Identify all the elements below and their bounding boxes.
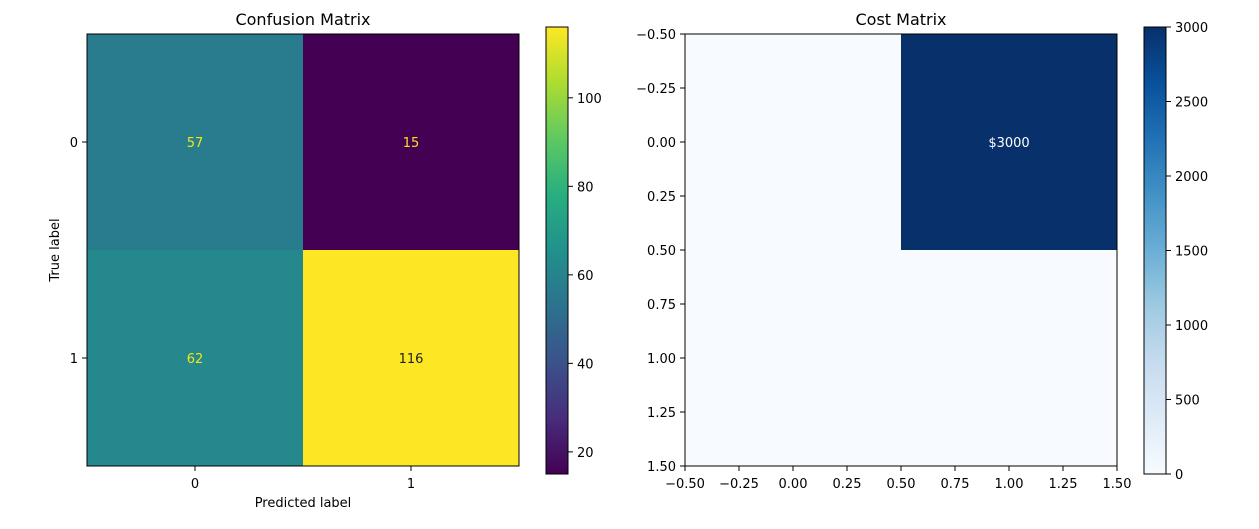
x-axis-ticks: −0.50 −0.25 0.00 0.25 0.50 0.75 1.00 1.25 1.50 <box>665 466 1131 492</box>
heatmap-cell <box>303 34 519 250</box>
cell-value-label: 116 <box>399 352 424 367</box>
y-tick-label: 0.50 <box>647 244 676 259</box>
y-axis-ticks: 01 <box>70 136 87 367</box>
colorbar-ticks: 20 40 60 80 100 <box>568 92 602 461</box>
colorbar-tick-label: 500 <box>1175 394 1200 409</box>
colorbar-tick-label: 3000 <box>1175 21 1208 36</box>
y-tick-label: 0.00 <box>647 136 676 151</box>
heatmap-cell <box>901 34 1117 250</box>
cost-matrix-annotations: $3000 <box>988 136 1029 151</box>
heatmap-cell <box>87 250 303 466</box>
colorbar-tick-label: 2000 <box>1175 170 1208 185</box>
y-tick-label: −0.25 <box>636 82 676 97</box>
y-tick-label: 0 <box>70 136 78 151</box>
y-tick-label: 1.50 <box>647 460 676 475</box>
heatmap-cell <box>303 250 519 466</box>
heatmap-cell <box>901 250 1117 466</box>
x-tick-label: 0.00 <box>779 477 808 492</box>
cell-value-label: 62 <box>187 352 204 367</box>
x-tick-label: 0 <box>191 477 199 492</box>
cell-value-label: $3000 <box>988 136 1029 151</box>
y-tick-label: 1.00 <box>647 352 676 367</box>
x-tick-label: 1 <box>407 477 415 492</box>
x-tick-label: 0.75 <box>941 477 970 492</box>
y-axis-ticks: −0.50 −0.25 0.00 0.25 0.50 0.75 1.00 1.25 1.50 <box>636 28 685 475</box>
y-tick-label: 0.75 <box>647 298 676 313</box>
x-tick-label: 0.25 <box>833 477 862 492</box>
cost-matrix-cells <box>685 34 1117 466</box>
confusion-matrix-cells <box>87 34 519 466</box>
colorbar-tick-label: 80 <box>577 180 594 195</box>
colorbar-tick-label: 0 <box>1175 468 1183 483</box>
heatmap-cell <box>87 34 303 250</box>
x-tick-label: 0.50 <box>887 477 916 492</box>
y-tick-label: 1 <box>70 352 78 367</box>
y-tick-label: 1.25 <box>647 406 676 421</box>
cell-value-label: 15 <box>403 136 420 151</box>
x-axis-label: Predicted label <box>255 496 352 511</box>
confusion-matrix-annotations: 57 15 62 116 <box>187 136 424 367</box>
cost-matrix-chart: Cost Matrix $3000 −0.50 −0.25 0.00 0.25 0.50… <box>636 10 1208 492</box>
chart-title: Confusion Matrix <box>235 10 370 29</box>
colorbar-tick-label: 100 <box>577 92 602 107</box>
confusion-matrix-frame <box>86 33 520 467</box>
colorbar <box>545 26 569 475</box>
y-tick-label: 0.25 <box>647 190 676 205</box>
colorbar-tick-label: 1000 <box>1175 319 1208 334</box>
x-tick-label: −0.50 <box>665 477 705 492</box>
y-tick-label: −0.50 <box>636 28 676 43</box>
x-tick-label: 1.00 <box>995 477 1024 492</box>
heatmap-cell <box>685 250 901 466</box>
colorbar-tick-label: 60 <box>577 269 594 284</box>
colorbar-tick-label: 1500 <box>1175 245 1208 260</box>
x-tick-label: 1.50 <box>1103 477 1132 492</box>
colorbar-tick-label: 40 <box>577 357 594 372</box>
x-tick-label: 1.25 <box>1049 477 1078 492</box>
colorbar-tick-label: 20 <box>577 446 594 461</box>
cell-value-label: 57 <box>187 136 204 151</box>
colorbar <box>1143 26 1167 475</box>
colorbar-ticks: 0 500 1000 1500 2000 2500 3000 <box>1166 21 1208 483</box>
heatmap-cell <box>685 34 901 250</box>
y-axis-label: True label <box>48 218 63 282</box>
chart-title: Cost Matrix <box>855 10 946 29</box>
colorbar-tick-label: 2500 <box>1175 96 1208 111</box>
x-tick-label: −0.25 <box>719 477 759 492</box>
